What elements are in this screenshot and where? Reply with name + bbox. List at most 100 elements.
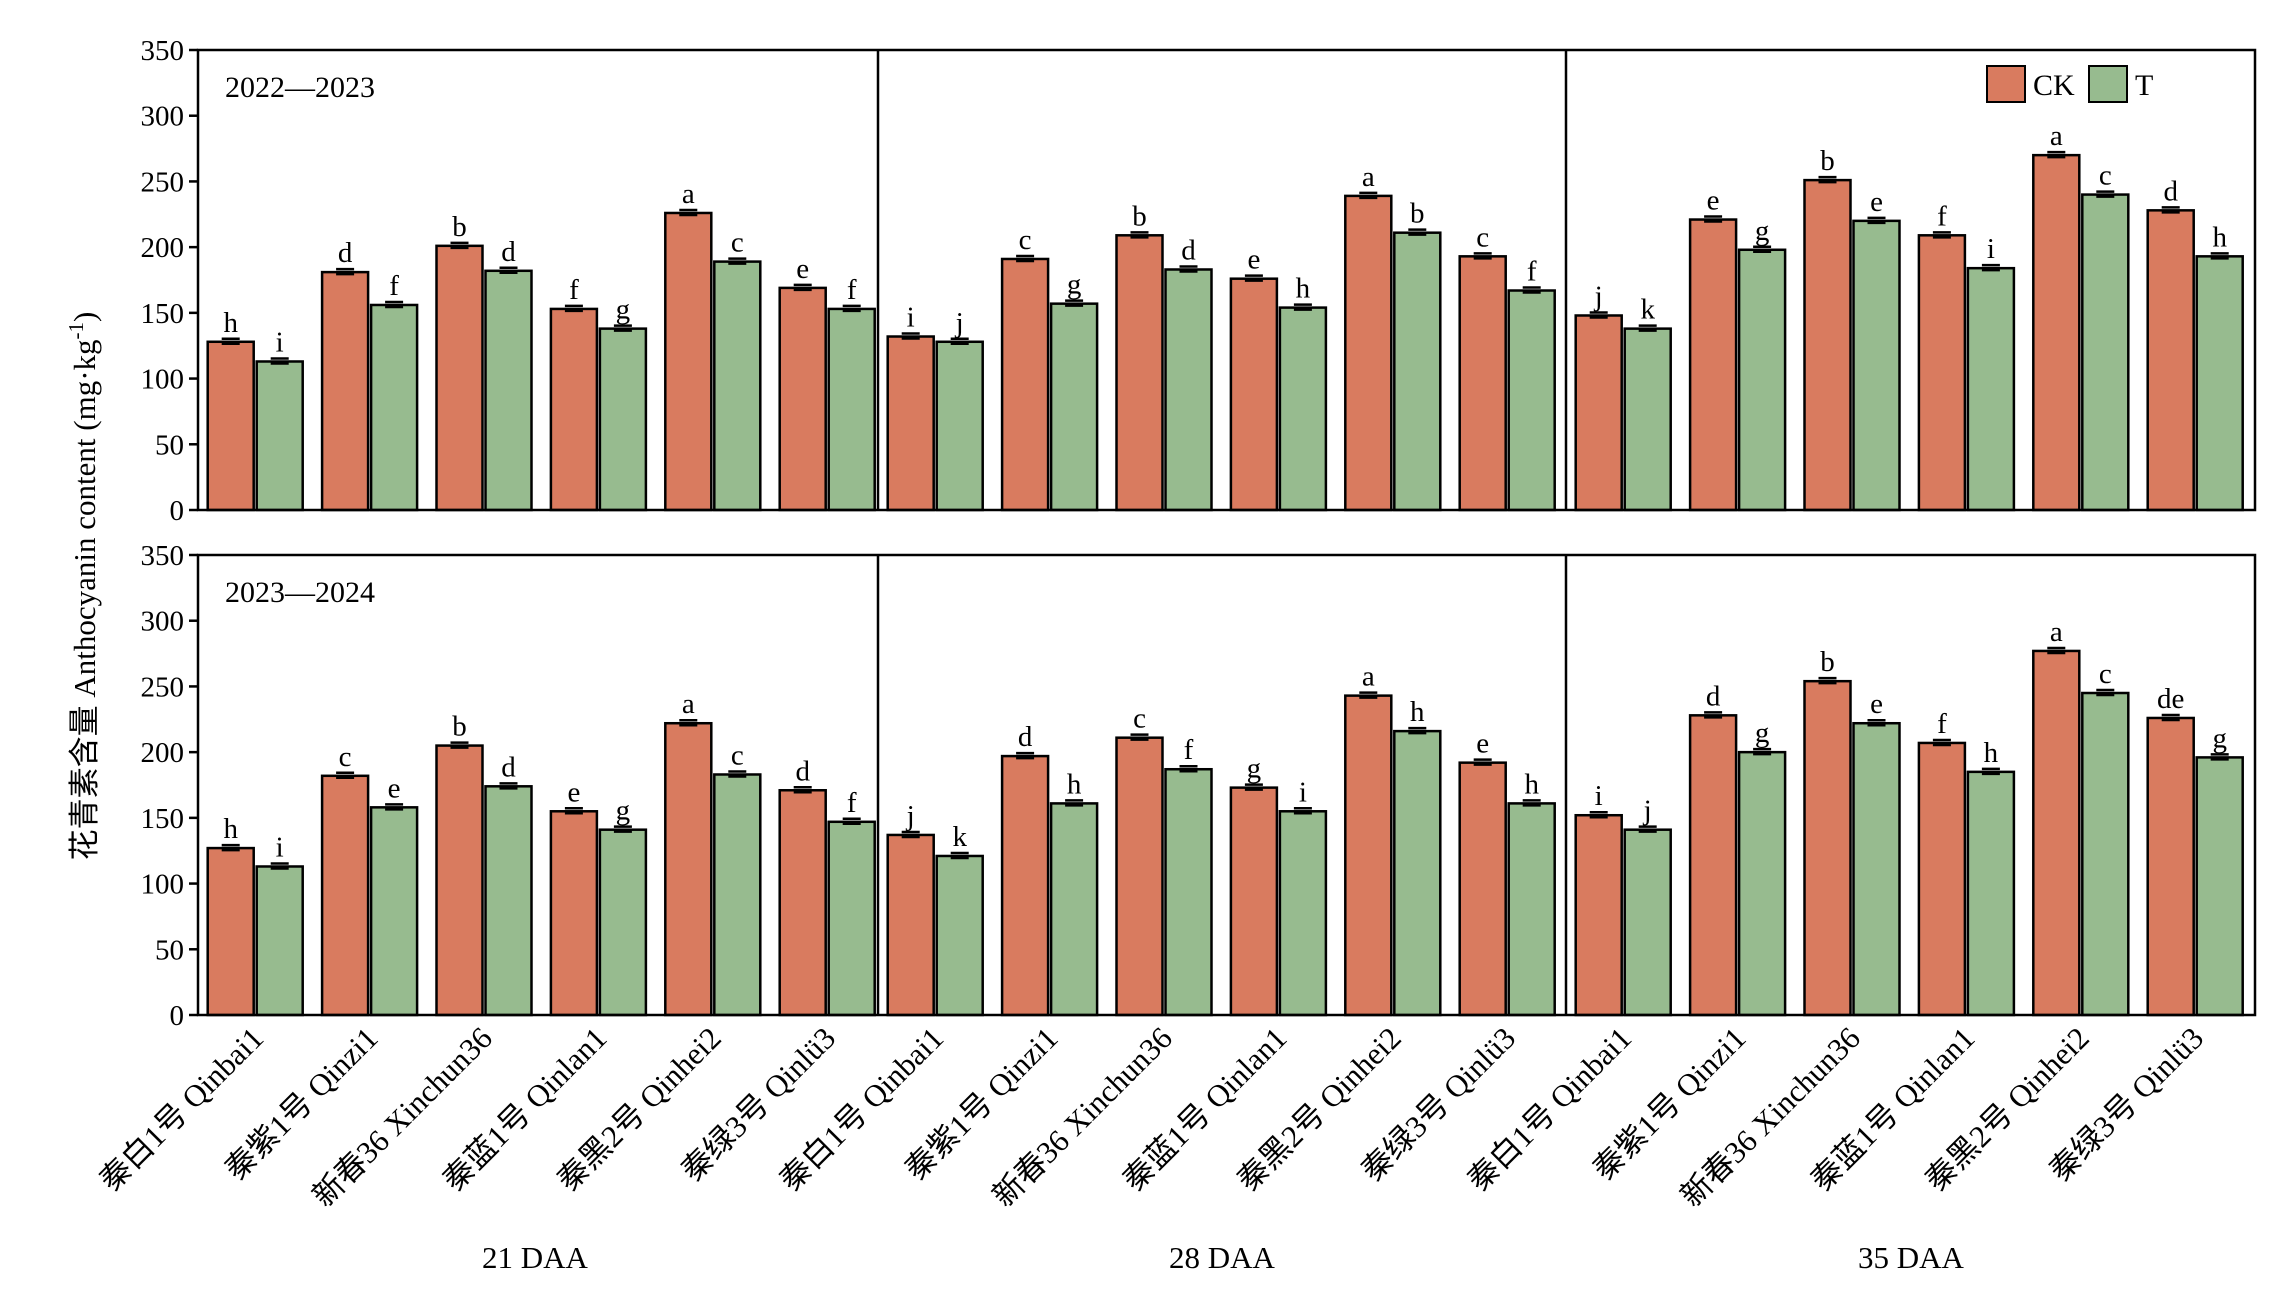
significance-letter: b <box>1820 646 1835 678</box>
bar-ck <box>1688 714 1738 1017</box>
significance-letter: c <box>339 741 352 773</box>
bar-t <box>1049 302 1099 512</box>
significance-letter: k <box>1640 294 1655 326</box>
significance-letter: i <box>1595 780 1603 812</box>
significance-letter: b <box>452 711 467 743</box>
bar-t <box>1507 289 1556 512</box>
bar-t <box>1049 802 1099 1017</box>
significance-letter: h <box>1410 696 1425 728</box>
bar-ck <box>1344 694 1393 1017</box>
significance-letter: h <box>2212 221 2227 253</box>
bar-ck <box>1229 277 1279 512</box>
bar-t <box>1852 721 1901 1017</box>
significance-letter: c <box>2099 658 2112 690</box>
bar-ck <box>1229 786 1279 1017</box>
bar-ck <box>1688 218 1738 512</box>
y-tick-label: 350 <box>141 540 185 572</box>
bar-ck <box>1458 255 1507 512</box>
significance-letter: f <box>1184 734 1194 766</box>
y-tick-label: 0 <box>170 495 185 527</box>
group-label: 21 DAA <box>482 1240 589 1275</box>
significance-letter: e <box>567 776 580 808</box>
significance-letter: a <box>1362 161 1375 193</box>
bar-ck <box>1574 813 1623 1017</box>
significance-letter: i <box>907 302 915 334</box>
bar-ck <box>1000 754 1050 1017</box>
bar-ck <box>664 721 713 1017</box>
significance-letter: c <box>731 739 744 771</box>
bar-ck <box>2146 716 2195 1017</box>
bar-ck <box>1458 761 1507 1017</box>
significance-letter: b <box>452 211 467 243</box>
significance-letter: d <box>1018 721 1033 753</box>
significance-letter: a <box>2050 616 2063 648</box>
significance-letter: c <box>1019 224 1032 256</box>
bar-ck <box>1115 234 1164 512</box>
bar-ck <box>1115 736 1164 1017</box>
significance-letter: d <box>501 236 516 268</box>
y-tick-label: 300 <box>141 101 185 133</box>
significance-letter: k <box>952 821 967 853</box>
frames-layer <box>189 48 2257 1017</box>
significance-letter: a <box>1362 661 1375 693</box>
bar-t <box>369 303 419 512</box>
y-tick-label: 150 <box>141 803 185 835</box>
significance-letter: de <box>2157 683 2184 715</box>
significance-letter: f <box>1937 200 1947 232</box>
bar-t <box>598 327 648 512</box>
significance-letter: f <box>1527 256 1537 288</box>
legend-swatch-ck <box>1986 65 2026 103</box>
bar-ck <box>1917 234 1967 512</box>
y-tick-label: 200 <box>141 232 185 264</box>
bar-t <box>2195 756 2244 1017</box>
significance-letter: h <box>1296 273 1311 305</box>
y-tick-label: 0 <box>170 1000 185 1032</box>
significance-letter: a <box>682 178 695 210</box>
significance-letter: h <box>1524 768 1539 800</box>
significance-letter: j <box>955 307 964 339</box>
panel-title: 2022—2023 <box>225 71 375 104</box>
significance-letter: d <box>2163 175 2178 207</box>
significance-letter: d <box>1181 234 1196 266</box>
bar-ck <box>1917 741 1967 1017</box>
bar-ck <box>549 307 599 512</box>
legend-label-t: T <box>2135 69 2153 102</box>
bars-layer <box>206 150 2244 1017</box>
significance-letter: e <box>1476 728 1489 760</box>
significance-letter: h <box>1067 768 1082 800</box>
bar-t <box>1623 828 1672 1017</box>
significance-letter: a <box>682 688 695 720</box>
bar-t <box>827 820 876 1017</box>
significance-letter: d <box>795 755 810 787</box>
bar-t <box>1737 248 1787 512</box>
bar-t <box>484 785 533 1017</box>
group-label: 35 DAA <box>1858 1240 1965 1275</box>
bar-t <box>713 773 762 1017</box>
significance-letter: e <box>388 772 401 804</box>
bar-ck <box>206 340 255 512</box>
bar-t <box>1393 729 1442 1017</box>
bar-ck <box>778 286 827 512</box>
y-tick-label: 50 <box>155 429 184 461</box>
bar-t <box>1507 802 1556 1017</box>
y-tick-label: 250 <box>141 166 185 198</box>
y-tick-label: 250 <box>141 671 185 703</box>
significance-letter: c <box>2099 160 2112 192</box>
group-label: 28 DAA <box>1169 1240 1276 1275</box>
bar-ck <box>320 774 370 1017</box>
y-tick-label: 350 <box>141 35 185 67</box>
significance-letter: g <box>1247 753 1262 785</box>
y-tick-label: 200 <box>141 737 185 769</box>
bar-ck <box>1000 257 1050 512</box>
y-tick-label: 150 <box>141 298 185 330</box>
significance-letter: i <box>1987 233 1995 265</box>
y-axis-label: 花青素含量 Anthocyanin content (mg·kg-1) <box>64 312 102 861</box>
significance-letter: i <box>276 326 284 358</box>
significance-letter: g <box>1755 717 1770 749</box>
bar-ck <box>1803 679 1852 1017</box>
bar-t <box>1164 268 1213 512</box>
bar-ck <box>1344 194 1393 512</box>
legend: CK T <box>1986 65 2153 103</box>
significance-letter: e <box>1870 186 1883 218</box>
bar-t <box>255 360 304 512</box>
